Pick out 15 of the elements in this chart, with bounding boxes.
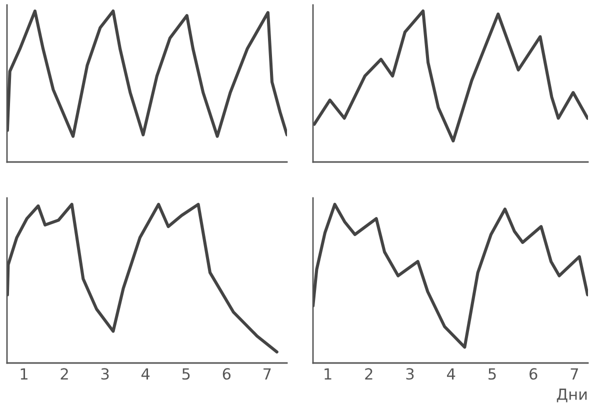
- x-tick-label: 3: [101, 368, 109, 380]
- x-tick-label: 6: [530, 368, 538, 380]
- x-tick-label: 6: [222, 368, 231, 380]
- x-tick-label: 4: [141, 368, 150, 380]
- x-tick-label: 3: [406, 368, 414, 380]
- x-tick-label: 7: [264, 368, 271, 380]
- x-tick-label: 7: [570, 368, 578, 380]
- x-tick-label: 4: [447, 368, 456, 380]
- x-axis-title: Дни: [556, 388, 587, 402]
- x-tick-label: 1: [324, 368, 332, 380]
- x-tick-label: 5: [182, 368, 190, 380]
- x-tick-label: 5: [488, 368, 496, 380]
- x-tick-label: 2: [365, 368, 372, 380]
- x-tick-label: 1: [20, 368, 28, 380]
- x-tick-label: 2: [60, 368, 68, 380]
